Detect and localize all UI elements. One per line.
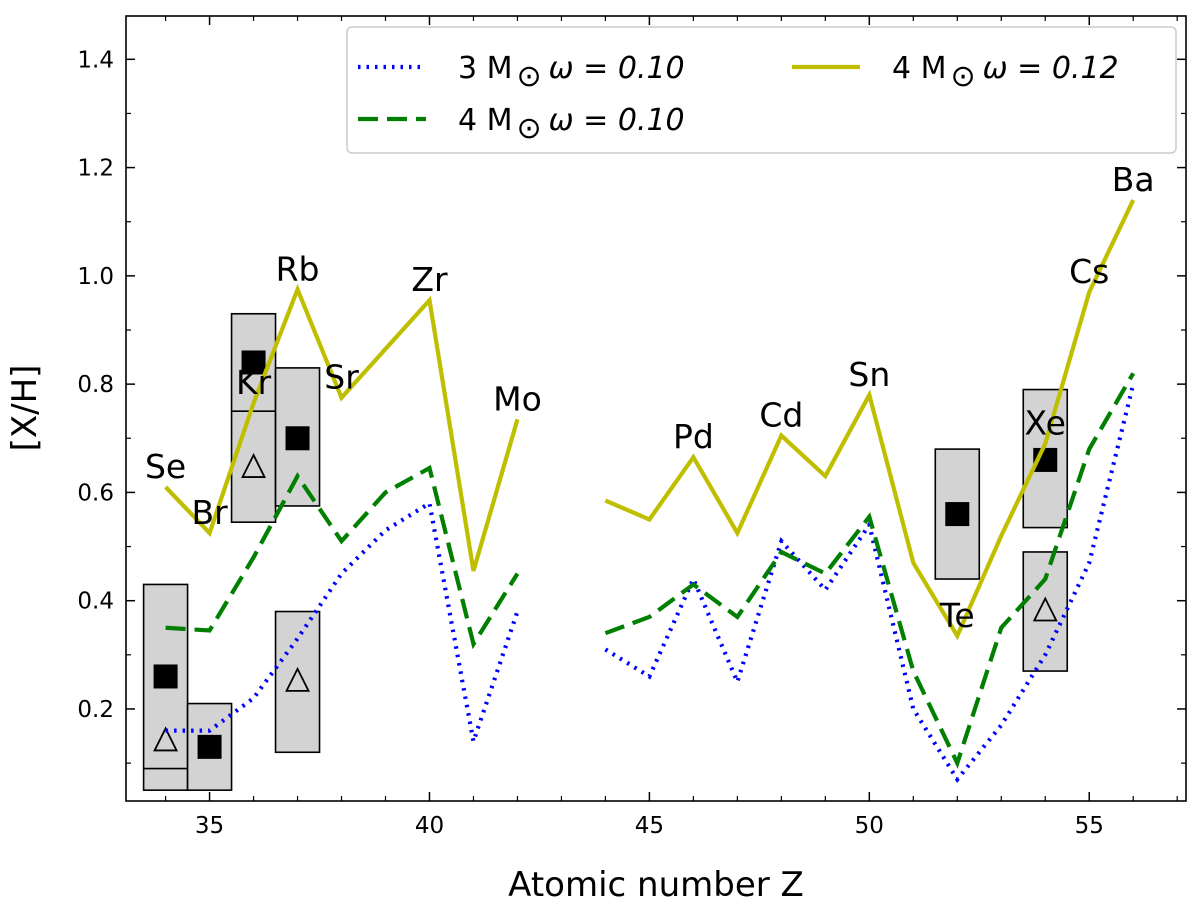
element-label: Cd <box>759 396 803 435</box>
y-tick-label: 1.4 <box>77 47 114 73</box>
element-label: Pd <box>673 417 714 456</box>
legend-omega-3: ω = 0.12 <box>983 51 1119 86</box>
y-tick-label: 0.8 <box>77 372 114 398</box>
y-axis-label: [X/H] <box>5 365 45 452</box>
element-label: Cs <box>1069 252 1109 291</box>
element-label: Br <box>191 493 228 532</box>
y-tick-label: 0.4 <box>77 589 114 615</box>
observation-box <box>274 610 321 754</box>
legend-frame <box>346 26 1177 154</box>
series-line-2 <box>165 464 520 650</box>
series-line-3 <box>164 283 520 572</box>
legend-label-1: 3 M <box>458 51 513 86</box>
observation-triangle-marker <box>153 726 179 752</box>
legend-omega-1: ω = 0.10 <box>549 51 685 86</box>
y-tick-label: 0.2 <box>77 697 114 723</box>
x-tick-label: 35 <box>195 813 224 839</box>
legend-sun-symbol-3: ⊙ <box>951 59 976 94</box>
observation-square-marker <box>197 734 222 759</box>
element-label: Zr <box>411 260 448 299</box>
legend: 3 M ⊙ ω = 0.104 M ⊙ ω = 0.104 M ⊙ ω = 0.12 <box>346 26 1177 154</box>
element-label: Mo <box>493 379 542 418</box>
observation-square-marker <box>285 426 310 451</box>
y-tick-label: 1.2 <box>77 156 114 182</box>
y-tick-label: 0.6 <box>77 480 114 506</box>
y-tick-label: 1.0 <box>77 264 114 290</box>
x-tick-label: 55 <box>1075 813 1104 839</box>
element-label: Kr <box>236 363 272 402</box>
element-label: Te <box>939 596 975 635</box>
x-axis-label: Atomic number Z <box>508 865 804 905</box>
tick-group: 35 40 45 50 55 0.2 0.4 0.6 0.8 1.0 1.2 1.4 <box>77 16 1186 839</box>
observation-box <box>1022 551 1069 672</box>
observation-square-marker <box>945 502 970 527</box>
observation-square-marker <box>241 350 266 375</box>
x-tick-label: 40 <box>415 813 444 839</box>
legend-omega-2: ω = 0.10 <box>549 103 685 138</box>
series-line-3 <box>604 199 1136 641</box>
legend-sun-symbol-1: ⊙ <box>517 59 542 94</box>
x-tick-label: 50 <box>855 813 884 839</box>
element-label: Se <box>145 447 186 486</box>
legend-sun-symbol-2: ⊙ <box>517 111 542 146</box>
legend-label-3: 4 M <box>892 51 947 86</box>
observation-square-marker <box>153 664 178 689</box>
plot-frame <box>125 15 1187 802</box>
element-label: Ba <box>1112 160 1155 199</box>
observation-triangle-marker <box>241 453 267 478</box>
element-label: Rb <box>276 249 320 288</box>
legend-label-2: 4 M <box>458 103 513 138</box>
observation-triangle-marker <box>1032 596 1058 622</box>
series-line-1 <box>604 383 1136 783</box>
x-tick-label: 45 <box>635 813 664 839</box>
observation-box <box>230 312 277 523</box>
observation-triangle-marker <box>285 666 310 692</box>
series-group <box>164 199 1136 783</box>
element-label: Sr <box>324 358 359 397</box>
element-label: Sn <box>848 355 890 394</box>
observation-group <box>142 312 1069 791</box>
series-line-2 <box>604 372 1136 769</box>
element-label: Xe <box>1025 404 1066 443</box>
